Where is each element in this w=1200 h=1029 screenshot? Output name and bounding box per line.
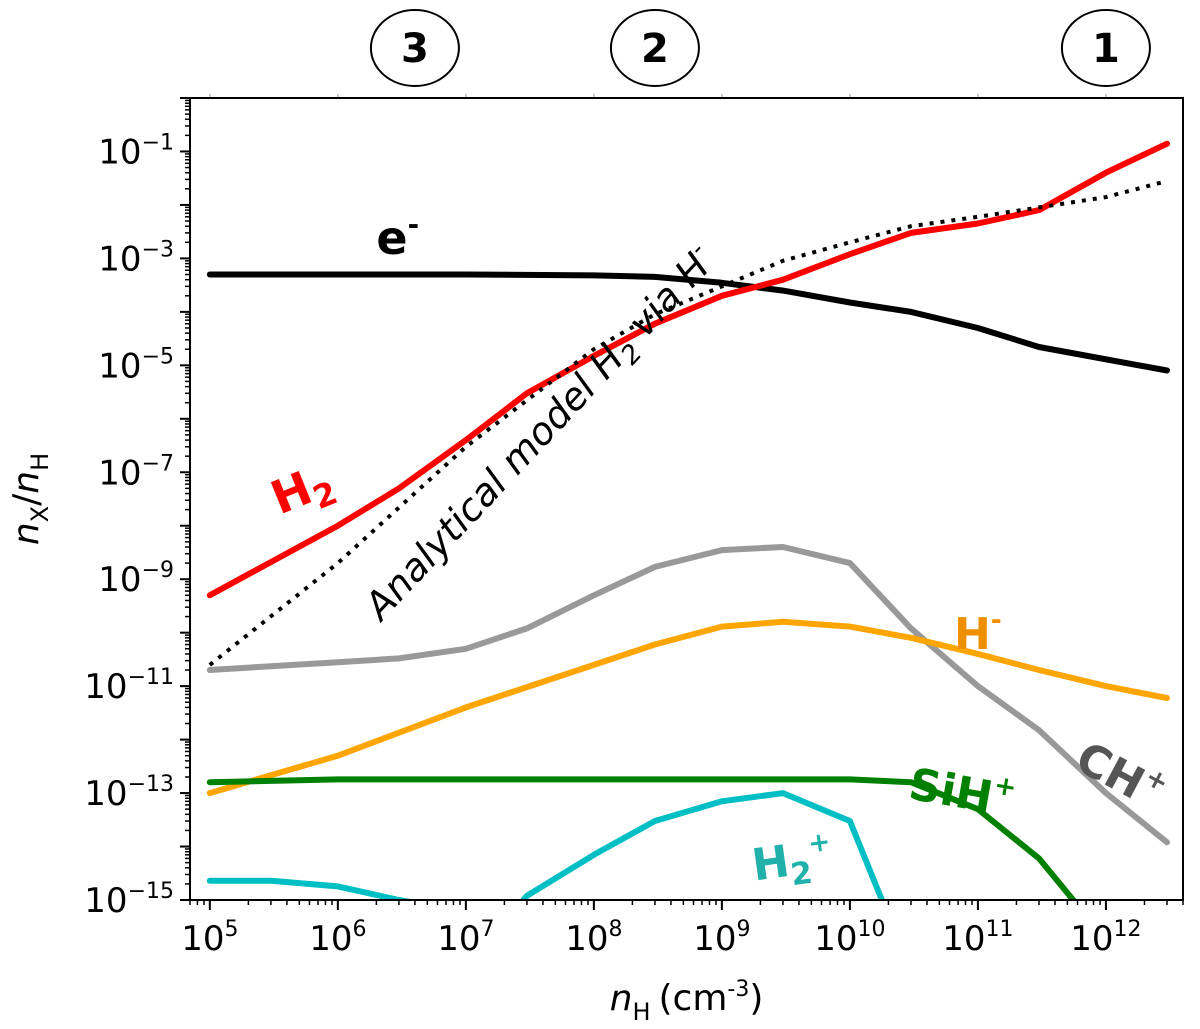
x-axis: 105 106 107 108 109 1010 1011 1012 [181,900,1184,959]
y-tick-label: 10−13 [84,772,174,814]
label-h2: H2 [263,452,342,531]
series-line-h2 [206,790,886,900]
y-tick-label: 10−7 [98,451,174,493]
y-tick-label: 10−1 [98,130,174,172]
region-number: 3 [401,26,429,72]
region-marker-3: 3 [369,9,460,87]
region-markers: 3 2 1 [369,9,1151,87]
series-line-analytical-model-h2-via-h [208,179,1168,667]
label-sih-plus: SiH+ [905,755,1019,828]
y-tick-label: 10−11 [84,665,174,707]
series-line-sih [206,776,1078,900]
region-marker-2: 2 [609,9,700,87]
x-tick-label: 106 [309,917,366,959]
y-axis-title: nX/nH [6,453,54,545]
label-h-minus: H- [954,605,1002,660]
label-electron: e- [376,208,419,265]
x-tick-label: 109 [693,917,750,959]
y-tick-label: 10−9 [98,558,174,600]
series-line-ch [206,544,1170,846]
y-tick-label: 10−15 [84,879,174,921]
x-tick-label: 1011 [942,917,1013,959]
x-tick-label: 1010 [814,917,885,959]
y-tick-label: 10−5 [98,344,174,386]
y-axis: 10−1 10−3 10−5 10−7 10−9 10−11 10−13 10−15 [84,97,190,921]
region-marker-1: 1 [1060,9,1151,87]
x-tick-label: 107 [437,917,494,959]
region-circle [609,9,700,87]
series-line-h [206,618,1170,797]
region-circle [369,9,460,87]
label-h2-plus: H2+ [748,826,836,899]
x-tick-label: 1012 [1070,917,1141,959]
plot-frame [189,97,1184,901]
x-tick-label: 105 [181,917,238,959]
analytical-model-annotation: Analytical model H2 via H- [352,236,729,635]
region-number: 2 [641,26,669,72]
y-tick-label: 10−3 [98,237,174,279]
series-line-h2 [206,140,1170,599]
x-axis-title: nH (cm-3) [610,977,764,1026]
region-circle [1060,9,1151,87]
region-number: 1 [1092,26,1120,72]
series-lines [206,140,1170,900]
x-tick-label: 108 [565,917,622,959]
